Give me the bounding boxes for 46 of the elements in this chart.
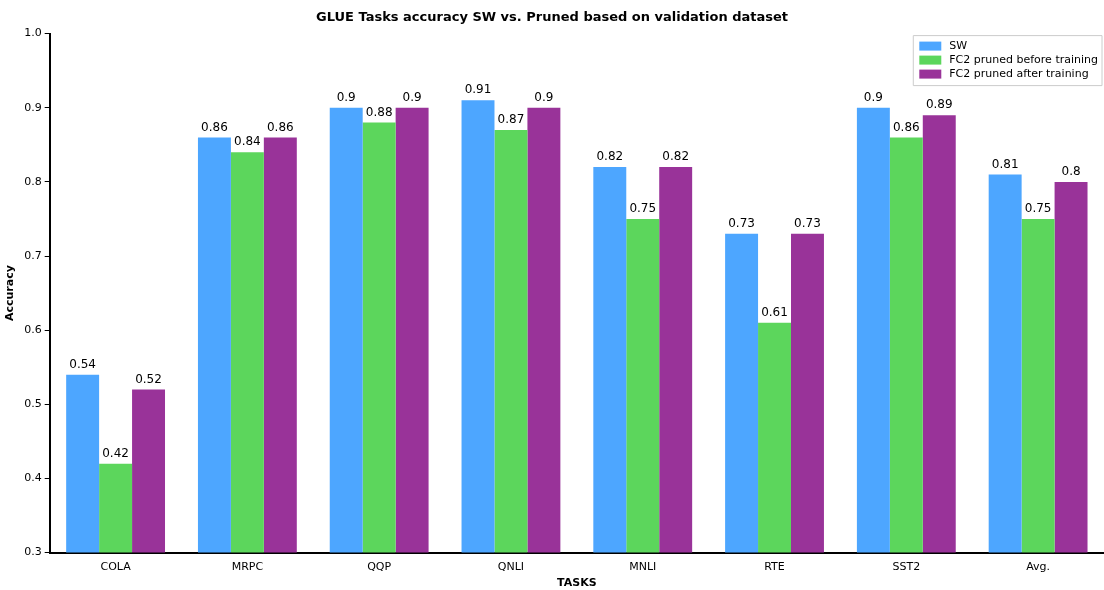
x-tick-label: MNLI (629, 560, 657, 574)
data-label: 0.9 (336, 89, 356, 104)
x-tick-label: QQP (367, 560, 392, 574)
data-label: 0.89 (925, 97, 953, 112)
x-tick-label: RTE (764, 560, 785, 574)
y-tick-label: 0.9 (24, 100, 42, 114)
y-tick-label: 0.8 (24, 174, 42, 188)
chart-title: GLUE Tasks accuracy SW vs. Pruned based on validation dataset (315, 9, 789, 25)
data-label: 0.75 (1024, 201, 1052, 216)
data-label: 0.61 (761, 304, 788, 319)
data-label: 0.88 (365, 104, 393, 119)
data-label: 0.9 (402, 89, 422, 104)
legend-label: FC2 pruned before training (949, 53, 1099, 67)
data-label: 0.87 (497, 112, 525, 127)
legend-label: SW (949, 39, 968, 53)
data-label: 0.91 (464, 82, 492, 97)
data-label: 0.9 (863, 89, 883, 104)
y-tick-label: 0.3 (24, 545, 42, 559)
data-label: 0.54 (69, 356, 96, 371)
x-tick-label: SST2 (892, 560, 921, 574)
data-label: 0.84 (234, 134, 261, 149)
data-label: 0.9 (534, 89, 554, 104)
data-label: 0.52 (135, 371, 162, 386)
data-label: 0.73 (728, 215, 755, 230)
y-tick-label: 1.0 (24, 26, 42, 40)
x-tick-label: QNLI (497, 560, 525, 574)
y-tick-label: 0.7 (24, 248, 42, 262)
data-label: 0.86 (266, 119, 294, 134)
x-tick-label: COLA (100, 560, 132, 574)
data-label: 0.82 (596, 149, 624, 164)
y-tick-label: 0.6 (24, 323, 42, 337)
data-label: 0.82 (662, 149, 690, 164)
y-tick-label: 0.4 (24, 471, 42, 485)
legend-label: FC2 pruned after training (949, 67, 1089, 81)
y-tick-label: 0.5 (24, 397, 42, 411)
data-label: 0.75 (629, 201, 657, 216)
data-label: 0.73 (794, 215, 821, 230)
data-label: 0.8 (1061, 164, 1081, 179)
data-label: 0.86 (892, 119, 920, 134)
data-label: 0.42 (102, 445, 129, 460)
x-tick-label: MRPC (231, 560, 264, 574)
y-axis-title: Accuracy (3, 265, 17, 322)
x-tick-label: Avg. (1026, 560, 1051, 574)
x-axis-title: TASKS (557, 576, 597, 590)
data-label: 0.86 (201, 119, 228, 134)
data-label: 0.81 (991, 156, 1019, 171)
